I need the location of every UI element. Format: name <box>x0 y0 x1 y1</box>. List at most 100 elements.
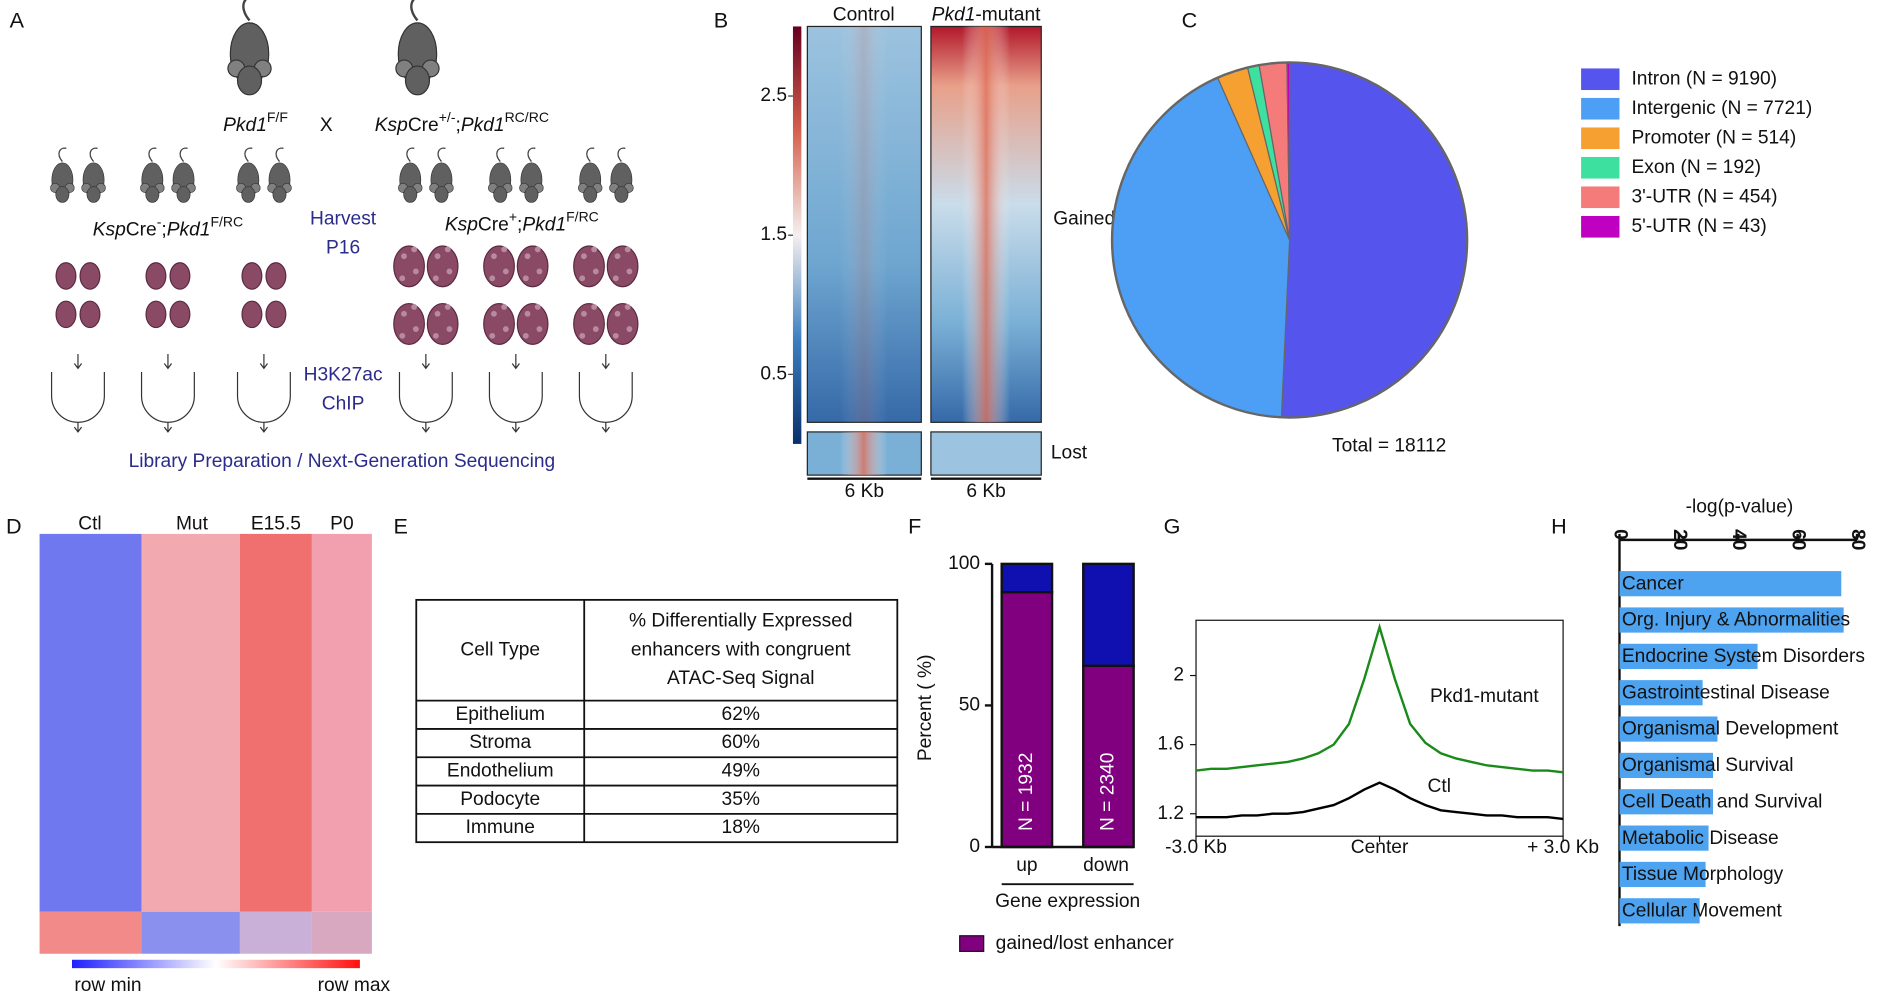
bar-segment <box>1082 664 1135 849</box>
kidney <box>573 245 605 288</box>
mouse-tail <box>148 147 157 162</box>
kidney <box>426 302 459 345</box>
y-axis-label: Percent ( %) <box>915 655 936 762</box>
text-part: F/RC <box>210 213 243 229</box>
text-part: F/RC <box>566 208 599 224</box>
x-tick-label: 80 <box>1847 529 1868 550</box>
cyst <box>624 246 631 253</box>
text-part: Pkd1 <box>522 215 566 236</box>
mouse-head <box>236 65 263 96</box>
arrow <box>73 422 83 433</box>
colorbar-tick-label: 0.5 <box>760 363 787 384</box>
genotype-label: KspCre+/-;Pkd1RC/RC <box>375 109 549 136</box>
bar-label: Tissue Morphology <box>1622 864 1784 885</box>
heatmap <box>930 431 1042 476</box>
y-tick-label: 2 <box>1173 665 1184 686</box>
cyst <box>614 310 621 317</box>
cyst <box>489 332 496 339</box>
text-part: - <box>157 213 162 229</box>
text-part: ; <box>455 115 460 136</box>
panel-letter: D <box>6 514 22 539</box>
footer-label: Library Preparation / Next-Generation Se… <box>129 451 556 472</box>
step-label: Harvest <box>310 209 377 230</box>
bar <box>1619 898 1700 924</box>
text-part: Pkd1 <box>461 115 505 136</box>
cyst <box>401 253 407 260</box>
text-part: Cre <box>408 115 439 136</box>
kidney <box>426 245 459 288</box>
step-label: H3K27ac <box>304 365 383 386</box>
cyst <box>444 304 451 310</box>
table-header: Cell Type <box>460 639 540 660</box>
bar-annotation: N = 2340 <box>1098 753 1119 831</box>
table-cell: 18% <box>722 817 760 838</box>
table-cell: Epithelium <box>455 704 545 725</box>
line-series <box>1195 622 1564 774</box>
colorbar-tick-label: 1.5 <box>760 224 787 245</box>
cyst <box>592 268 599 275</box>
mouse-icon <box>227 0 272 96</box>
column-label: Mut <box>176 513 209 534</box>
kidney <box>393 245 425 288</box>
panel-letter: B <box>714 7 728 32</box>
x-axis-label: -log(p-value) <box>1686 497 1794 518</box>
bar-label: Cellular Movement <box>1622 900 1783 921</box>
bar <box>1619 825 1709 851</box>
text-part: Pkd1 <box>932 5 976 26</box>
funnel <box>578 371 633 423</box>
bar-segment <box>1000 562 1054 594</box>
colorbar-tick-label: 2.5 <box>760 85 787 106</box>
scale-label: row max <box>318 975 391 996</box>
x-tick-label: 20 <box>1669 529 1690 550</box>
arrow <box>259 353 268 370</box>
legend-label: Intron (N = 9190) <box>1631 68 1777 89</box>
mouse-icon <box>609 147 634 203</box>
bar <box>1619 607 1844 633</box>
arrow <box>511 353 520 370</box>
step-label: ChIP <box>322 393 365 414</box>
table-cell: Endothelium <box>447 760 554 781</box>
kidney <box>483 302 515 345</box>
text-part: Ksp <box>445 215 478 236</box>
mouse-icon <box>429 147 454 203</box>
cyst <box>524 310 531 317</box>
x-label: 6 Kb <box>966 481 1005 502</box>
bar-label: Metabolic Disease <box>1622 828 1779 849</box>
arrow <box>421 422 430 433</box>
table-cell: 35% <box>722 789 760 810</box>
text-part: ; <box>517 215 522 236</box>
cyst <box>434 253 441 260</box>
kidney <box>393 302 425 345</box>
text-part: Cre <box>126 219 157 240</box>
cyst <box>534 246 541 253</box>
heatmap-block <box>239 533 312 912</box>
x-tick-label: down <box>1083 855 1129 876</box>
mouse-tail <box>410 0 419 22</box>
cyst <box>579 332 586 339</box>
bar-label: Cell Death and Survival <box>1622 791 1823 812</box>
kidney <box>241 300 263 329</box>
panel-letter: A <box>10 7 25 32</box>
text-part: -mutant <box>975 5 1041 26</box>
cyst <box>536 326 543 332</box>
mouse-tail <box>242 0 251 22</box>
bar <box>1619 789 1714 815</box>
mouse-head <box>524 186 539 203</box>
bar <box>1619 716 1718 742</box>
cyst <box>579 275 586 282</box>
cyst <box>491 310 497 317</box>
legend-swatch <box>1581 68 1620 91</box>
legend-label: 3'-UTR (N = 454) <box>1631 186 1777 207</box>
cyst <box>444 246 451 253</box>
cyst <box>626 326 633 332</box>
kidney <box>169 262 191 290</box>
arrow <box>601 422 610 433</box>
cyst <box>434 310 441 317</box>
step-label: P16 <box>326 237 360 258</box>
arrow <box>421 353 430 370</box>
table-border <box>415 598 899 844</box>
column-label: Ctl <box>78 513 101 534</box>
text-part: Control <box>833 5 895 26</box>
mouse-tail <box>586 147 595 162</box>
